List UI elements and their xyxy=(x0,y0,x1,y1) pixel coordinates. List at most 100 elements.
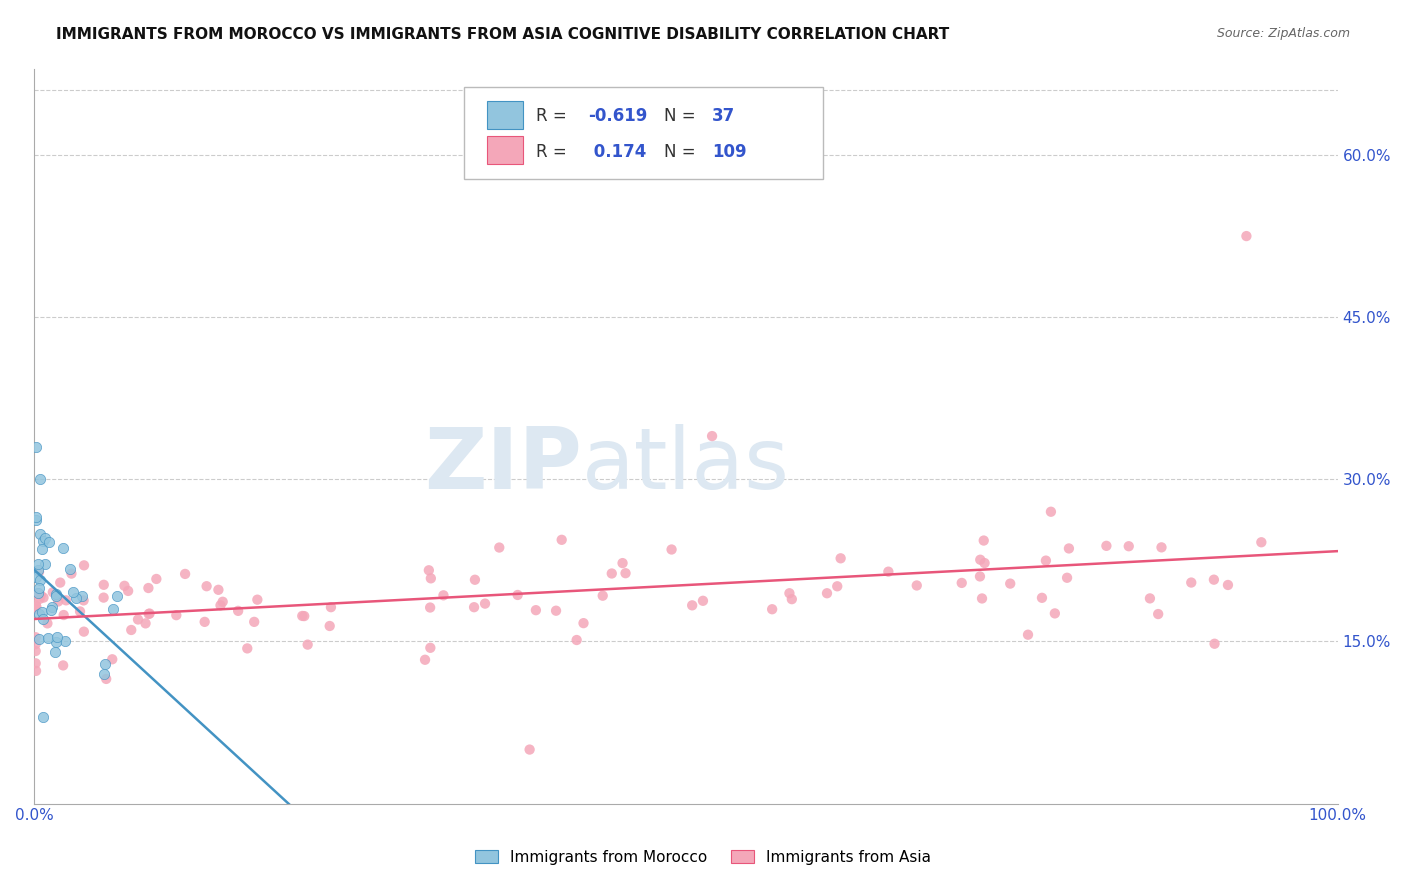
Point xyxy=(93,578,115,592)
Point xyxy=(319,600,342,615)
Point xyxy=(69,604,91,618)
Point xyxy=(32,591,55,605)
Point xyxy=(419,640,441,655)
Point xyxy=(761,602,783,616)
Point xyxy=(28,526,51,541)
Point xyxy=(877,565,900,579)
Point xyxy=(32,612,55,626)
Text: 0.174: 0.174 xyxy=(588,143,647,161)
Point xyxy=(28,574,51,588)
Point xyxy=(96,672,118,686)
Point xyxy=(1250,535,1272,549)
Point xyxy=(291,609,314,624)
Point xyxy=(815,586,838,600)
Point xyxy=(592,589,614,603)
Point xyxy=(24,440,46,454)
Point xyxy=(39,603,62,617)
Point xyxy=(34,532,56,546)
Point xyxy=(138,607,160,621)
Point xyxy=(24,513,46,527)
Point xyxy=(27,586,49,600)
Point xyxy=(1216,578,1239,592)
Point xyxy=(24,602,46,616)
Point xyxy=(506,588,529,602)
Point xyxy=(105,589,128,603)
Point xyxy=(49,575,72,590)
Point xyxy=(236,641,259,656)
Point xyxy=(45,630,67,644)
Point xyxy=(419,571,441,585)
Point xyxy=(572,616,595,631)
Point xyxy=(524,603,547,617)
Text: Source: ZipAtlas.com: Source: ZipAtlas.com xyxy=(1216,27,1350,40)
Point xyxy=(778,586,800,600)
Point xyxy=(37,616,59,631)
Point xyxy=(25,664,48,678)
Point xyxy=(103,601,125,615)
Point xyxy=(24,570,46,584)
Point xyxy=(138,607,160,621)
Point xyxy=(53,634,76,648)
Point xyxy=(27,557,49,571)
Point xyxy=(600,566,623,581)
Point xyxy=(1202,573,1225,587)
Point xyxy=(30,588,52,602)
Point xyxy=(1118,539,1140,553)
Point xyxy=(31,541,53,556)
Point xyxy=(59,562,82,576)
Text: R =: R = xyxy=(536,143,572,161)
Point xyxy=(127,612,149,626)
Point xyxy=(135,616,157,631)
Point xyxy=(1139,591,1161,606)
Point xyxy=(1039,505,1062,519)
Point xyxy=(46,594,69,608)
Point xyxy=(42,585,65,599)
FancyBboxPatch shape xyxy=(486,136,523,164)
Point xyxy=(52,541,75,555)
Point xyxy=(825,579,848,593)
Point xyxy=(463,600,485,615)
Point xyxy=(550,533,572,547)
Point xyxy=(700,429,723,443)
Point xyxy=(1035,553,1057,567)
Text: 109: 109 xyxy=(711,143,747,161)
Point xyxy=(28,565,51,579)
Point xyxy=(969,569,991,583)
Point xyxy=(209,599,232,613)
Point xyxy=(1095,539,1118,553)
Point xyxy=(905,578,928,592)
Point xyxy=(519,742,541,756)
Point xyxy=(24,630,46,644)
Point xyxy=(292,609,315,624)
Point xyxy=(28,472,51,486)
Point xyxy=(25,599,48,614)
Text: N =: N = xyxy=(664,107,700,125)
Legend: Immigrants from Morocco, Immigrants from Asia: Immigrants from Morocco, Immigrants from… xyxy=(470,844,936,871)
Point xyxy=(32,534,55,549)
Point xyxy=(60,566,83,581)
Point xyxy=(28,607,51,622)
Point xyxy=(226,604,249,618)
Point xyxy=(973,533,995,548)
Point xyxy=(45,635,67,649)
Point xyxy=(73,558,96,573)
Point xyxy=(38,534,60,549)
Point xyxy=(145,572,167,586)
Point xyxy=(419,600,441,615)
Point xyxy=(45,589,67,603)
Point xyxy=(28,632,51,647)
Point xyxy=(25,509,48,524)
Point xyxy=(24,637,46,651)
Point xyxy=(25,586,48,600)
Point xyxy=(24,598,46,612)
Text: N =: N = xyxy=(664,143,700,161)
Point xyxy=(969,553,991,567)
Point xyxy=(37,631,59,645)
Text: 37: 37 xyxy=(711,107,735,125)
Point xyxy=(1234,229,1257,244)
Point xyxy=(174,566,197,581)
Point xyxy=(780,592,803,607)
Point xyxy=(681,599,703,613)
Point xyxy=(52,607,75,622)
FancyBboxPatch shape xyxy=(486,101,523,128)
